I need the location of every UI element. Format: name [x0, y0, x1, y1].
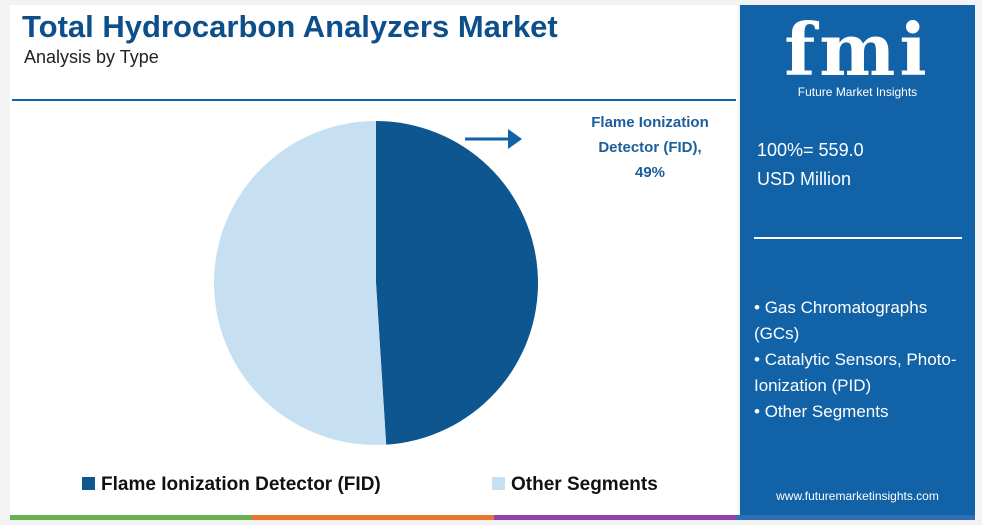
segment-item: Gas Chromatographs (GCs)	[754, 295, 966, 347]
chart: Total Hydrocarbon Analyzers Market Analy…	[10, 5, 738, 515]
legend-label: Flame Ionization Detector (FID)	[101, 474, 381, 495]
logo: fmi	[784, 7, 931, 92]
chart-title: Total Hydrocarbon Analyzers Market	[22, 9, 558, 44]
callout-label: Flame Ionization Detector (FID),	[591, 114, 709, 156]
segment-item: Other Segments	[754, 399, 966, 425]
total-value: 100%= 559.0	[757, 140, 864, 160]
stripe	[736, 515, 975, 520]
segment-list: Gas Chromatographs (GCs)Catalytic Sensor…	[754, 295, 966, 425]
panel-divider	[754, 237, 962, 239]
website: www.futuremarketinsights.com	[776, 489, 939, 503]
logo-caption: Future Market Insights	[797, 85, 918, 99]
segment-item: Catalytic Sensors, Photo-Ionization (PID…	[754, 347, 966, 399]
stripe	[494, 515, 736, 520]
legend-swatch	[82, 477, 95, 490]
stripe	[10, 515, 252, 520]
side-panel: fmi Future Market Insights 100%= 559.0 U…	[740, 5, 975, 515]
stripe	[252, 515, 494, 520]
legend-label: Other Segments	[511, 474, 658, 495]
legend-swatch	[492, 477, 505, 490]
total-unit: USD Million	[757, 169, 852, 189]
pie-slice	[213, 121, 387, 446]
chart-subtitle: Analysis by Type	[24, 47, 159, 67]
pie-slice	[376, 121, 538, 445]
callout-arrow-head	[508, 129, 522, 149]
data-label: 49%	[634, 164, 666, 181]
callout: Flame Ionization Detector (FID), 49%	[565, 110, 735, 185]
